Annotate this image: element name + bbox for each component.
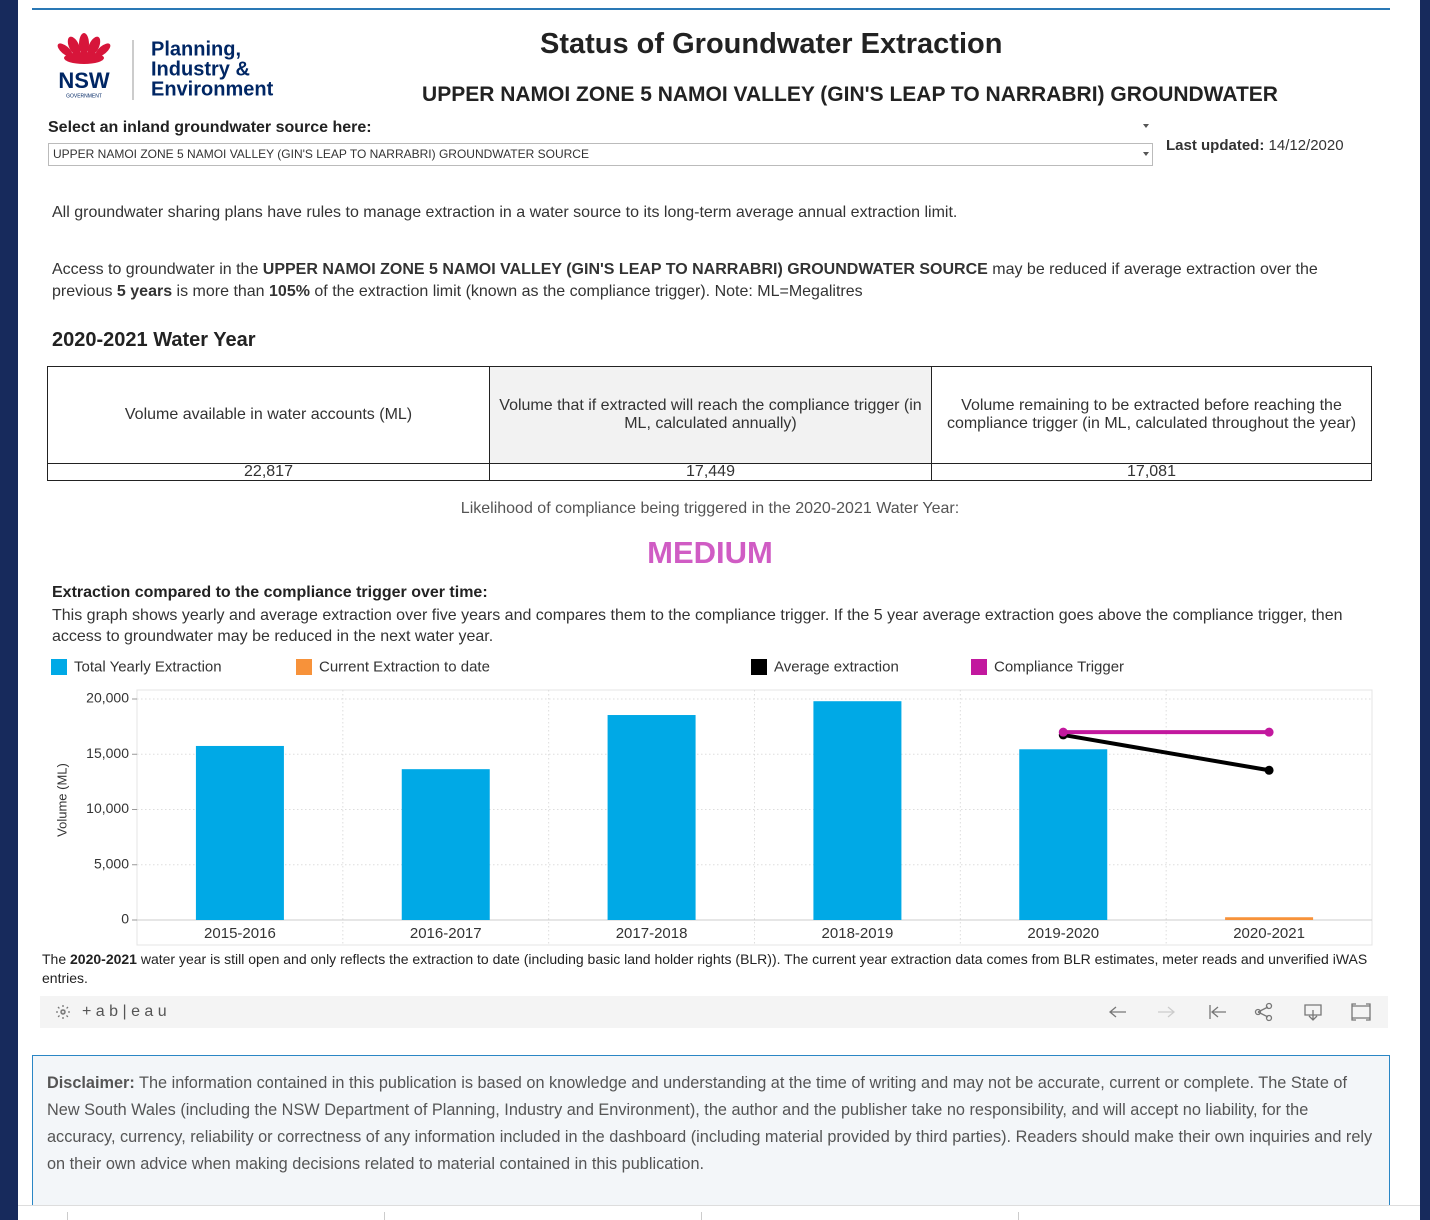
legend-swatch (751, 659, 767, 675)
text-bold: UPPER NAMOI ZONE 5 NAMOI VALLEY (GIN'S L… (262, 261, 988, 278)
undo[interactable] (1108, 1006, 1126, 1018)
y-tick-label: 15,000 (86, 745, 129, 761)
disclaimer-text: The information contained in this public… (47, 1074, 1373, 1173)
x-tick-label: 2015-2016 (204, 925, 276, 942)
select-label: Select an inland groundwater source here… (48, 119, 372, 136)
text: may be reduced if average extraction ove… (52, 261, 1318, 300)
chart-heading: Extraction compared to the compliance tr… (52, 584, 488, 601)
table-cell: 17,081 (931, 463, 1372, 481)
bar (195, 745, 284, 920)
table-header: Volume available in water accounts (ML) (47, 366, 490, 464)
logo-mark: NSW (58, 68, 110, 93)
table-header: Volume that if extracted will reach the … (489, 366, 932, 464)
download[interactable] (1304, 1004, 1322, 1021)
bar (1225, 917, 1314, 920)
legend-swatch (971, 659, 987, 675)
logo: NSW GOVERNMENT Planning, Industry & Envi… (57, 33, 274, 100)
chart-description: This graph shows yearly and average extr… (52, 607, 1343, 645)
table-cell: 22,817 (47, 463, 490, 481)
legend-swatch (51, 659, 67, 675)
text: of the extraction limit (known as the co… (309, 283, 863, 300)
select-value[interactable]: UPPER NAMOI ZONE 5 NAMOI VALLEY (GIN'S L… (53, 147, 589, 161)
subtitle: UPPER NAMOI ZONE 5 NAMOI VALLEY (GIN'S L… (422, 83, 1278, 106)
line-point (1264, 765, 1274, 775)
legend-label: Current Extraction to date (319, 658, 490, 675)
y-tick-label: 10,000 (86, 800, 129, 816)
disclaimer: Disclaimer: The information contained in… (47, 1070, 1377, 1178)
divider (67, 1212, 68, 1220)
line-point (1264, 727, 1274, 737)
text: is more than (172, 283, 270, 300)
x-tick-label: 2020-2021 (1233, 925, 1305, 942)
bar (401, 769, 490, 920)
bottom-strip (18, 1205, 1420, 1220)
water-year-heading: 2020-2021 Water Year (52, 329, 256, 351)
share[interactable] (1257, 1006, 1269, 1018)
likelihood-label: Likelihood of compliance being triggered… (460, 500, 960, 517)
table-row: 22,817 17,449 17,081 (47, 463, 1372, 481)
line (1062, 732, 1270, 773)
divider (701, 1212, 702, 1220)
fullscreen[interactable] (1351, 1003, 1371, 1021)
legend-label: Average extraction (774, 658, 899, 675)
text: Access to groundwater in the (52, 261, 263, 278)
divider (1018, 1212, 1019, 1220)
title: Status of Groundwater Extraction (540, 28, 1003, 60)
legend-label: Compliance Trigger (994, 658, 1124, 675)
divider (384, 1212, 385, 1220)
last-updated: Last updated: 14/12/2020 (1166, 137, 1344, 154)
x-tick-label: 2019-2020 (1027, 925, 1099, 942)
text-bold: 2020-2021 (70, 951, 137, 967)
text-bold: 105% (269, 283, 310, 300)
last-updated-label: Last updated: (1166, 137, 1265, 154)
y-tick-label: 0 (121, 911, 129, 927)
logo-gov: GOVERNMENT (66, 93, 102, 99)
x-tick-label: 2018-2019 (822, 925, 894, 942)
legend-label: Total Yearly Extraction (74, 658, 222, 675)
disclaimer-label: Disclaimer: (47, 1074, 135, 1092)
logo-line: Environment (151, 78, 274, 100)
legend-swatch (296, 659, 312, 675)
logo-line: Industry & (151, 58, 250, 80)
table-header-row: Volume available in water accounts (ML) … (47, 366, 1372, 464)
intro-p1: All groundwater sharing plans have rules… (52, 204, 958, 221)
text: The (42, 951, 71, 967)
chart: Total Yearly Extraction Current Extractio… (51, 658, 1373, 946)
text-bold: 5 years (116, 283, 173, 300)
text: water year is still open and only reflec… (42, 951, 1368, 986)
disclaimer-box (32, 1055, 1390, 1215)
select-arrows (1143, 124, 1149, 156)
bar (813, 701, 902, 920)
revert[interactable] (1209, 1005, 1226, 1019)
likelihood: MEDIUM (647, 535, 773, 570)
top-border (32, 8, 1390, 10)
last-updated-value: 14/12/2020 (1268, 137, 1344, 154)
redo[interactable] (1158, 1006, 1176, 1018)
y-tick-label: 20,000 (86, 690, 129, 706)
x-tick-label: 2017-2018 (616, 925, 688, 942)
intro-p2: Access to groundwater in the UPPER NAMOI… (52, 259, 1372, 303)
x-tick-label: 2016-2017 (410, 925, 482, 942)
select-box[interactable]: UPPER NAMOI ZONE 5 NAMOI VALLEY (GIN'S L… (48, 143, 1153, 166)
logo-line: Planning, (151, 38, 241, 60)
line-point (1058, 727, 1068, 737)
y-tick-label: 5,000 (94, 855, 129, 871)
toolbar-icons (56, 1002, 1371, 1022)
bar (1019, 749, 1108, 920)
volume-table: Volume available in water accounts (ML) … (47, 366, 1372, 481)
table-header: Volume remaining to be extracted before … (931, 366, 1372, 464)
bar (607, 715, 696, 920)
y-axis-label: Volume (ML) (54, 763, 69, 837)
tableau-brand[interactable]: + a b | e a u (82, 1003, 167, 1020)
brand-icon (56, 1005, 70, 1019)
table-cell: 17,449 (489, 463, 932, 481)
footnote: The 2020-2021 water year is still open a… (42, 950, 1372, 988)
